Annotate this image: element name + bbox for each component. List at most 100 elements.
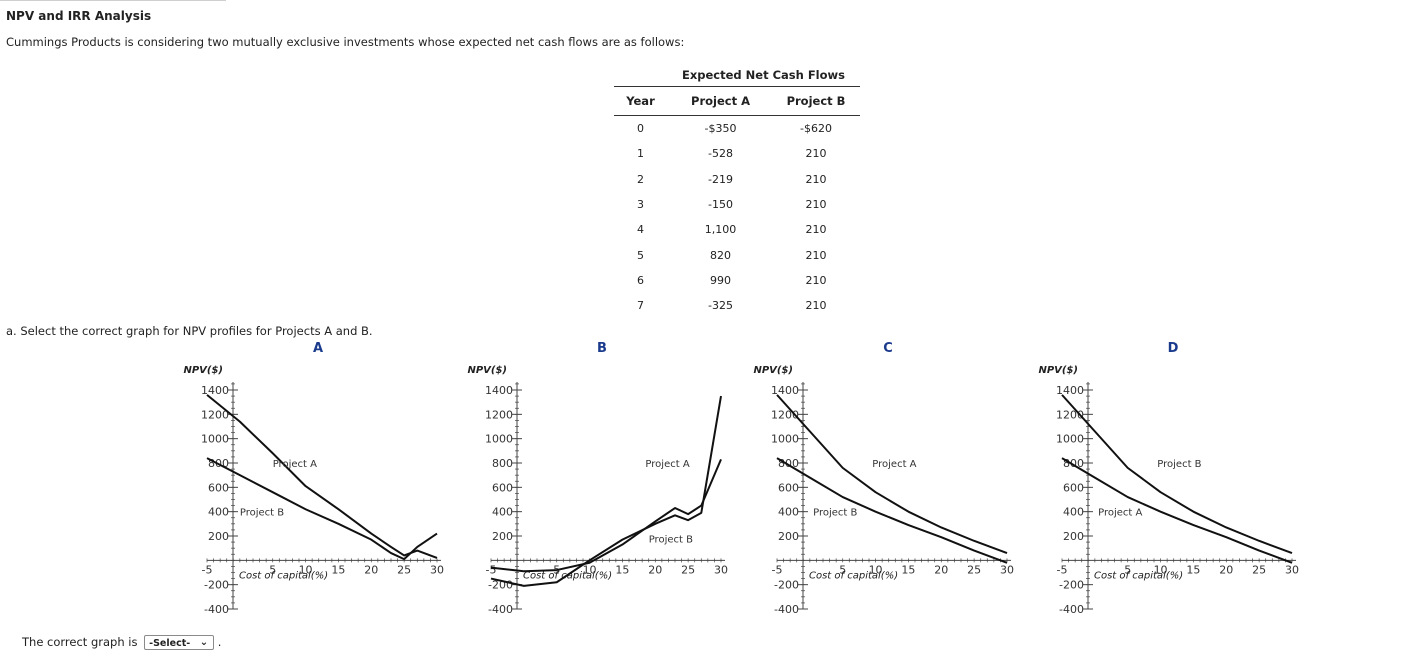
graph-letter: D [1168, 341, 1179, 356]
series-label: Project B [813, 508, 857, 519]
graph-letter: C [883, 341, 893, 356]
x-tick-label: 20 [934, 563, 948, 576]
x-tick-label: 25 [681, 563, 695, 576]
graph-d: DNPV($)140012001000800600400200-200-400-… [1038, 341, 1299, 616]
y-tick-label: 600 [778, 481, 799, 494]
x-tick-label: 10 [299, 563, 313, 576]
table-header-row: Year Project A Project B [614, 86, 860, 116]
table-title: Expected Net Cash Flows [667, 64, 860, 87]
y-tick-label: 400 [778, 506, 799, 519]
graph-a: ANPV($)140012001000800600400200-200-400-… [183, 341, 444, 616]
intro-text: Cummings Products is considering two mut… [6, 35, 685, 49]
table-row: 5 820 210 [614, 242, 860, 267]
table-row: 1 -528 210 [614, 141, 860, 166]
series-label: Project A [645, 459, 689, 470]
x-tick-label: 30 [714, 563, 728, 576]
x-tick-label: 30 [430, 563, 444, 576]
npv-curve-project-a [490, 458, 722, 573]
y-tick-label: 600 [492, 481, 513, 494]
chevron-down-icon: ⌄ [199, 637, 209, 648]
table-row: 2 -219 210 [614, 167, 860, 192]
series-label: Project B [649, 534, 693, 545]
cell-year: 1 [637, 147, 644, 161]
y-tick-label: 200 [778, 530, 799, 543]
answer-suffix: . [217, 635, 222, 649]
x-axis-label: Cost of capital(%) [809, 570, 898, 581]
y-tick-label: 600 [208, 481, 229, 494]
y-tick-label: 1200 [201, 408, 229, 421]
x-tick-label: 5 [1124, 563, 1131, 576]
npv-curve-project-a [776, 394, 1008, 554]
series-label: Project B [240, 508, 284, 519]
y-tick-label: 800 [778, 457, 799, 470]
x-tick-label: 20 [1219, 563, 1233, 576]
x-tick-label: 5 [269, 563, 276, 576]
x-tick-label: 10 [583, 563, 597, 576]
y-tick-label: 1000 [1056, 433, 1084, 446]
y-axis-label: NPV($) [467, 365, 507, 376]
x-tick-label: 20 [364, 563, 378, 576]
cell-project-b: 210 [805, 248, 827, 262]
x-tick-label: 30 [1000, 563, 1014, 576]
x-tick-label: 25 [397, 563, 411, 576]
question-a-text: a. Select the correct graph for NPV prof… [6, 324, 373, 338]
cell-project-a: -150 [708, 198, 733, 212]
x-tick-label: 5 [839, 563, 846, 576]
col-header-year: Year [614, 86, 667, 116]
graph-c: CNPV($)140012001000800600400200-200-400-… [753, 341, 1014, 616]
series-label: Project A [872, 459, 916, 470]
cell-project-a: 820 [710, 248, 731, 262]
table-row: 6 990 210 [614, 268, 860, 293]
table-row: 7 -325 210 [614, 293, 860, 318]
col-header-project-a: Project A [667, 86, 774, 116]
y-tick-label: 400 [492, 506, 513, 519]
npv-curve-project-b [490, 395, 722, 587]
cell-year: 3 [637, 198, 644, 212]
y-tick-label: 1200 [485, 408, 513, 421]
graph-letter: A [313, 341, 323, 356]
table-row: 0 -$350 -$620 [614, 116, 860, 142]
x-tick-label: 30 [1285, 563, 1299, 576]
x-tick-label: -5 [772, 563, 783, 576]
cell-year: 0 [637, 122, 644, 136]
cell-project-b: -$620 [800, 122, 832, 136]
series-label: Project A [273, 459, 317, 470]
x-tick-label: -5 [1057, 563, 1068, 576]
y-tick-label: 200 [1063, 530, 1084, 543]
table-title-row: Expected Net Cash Flows [614, 64, 860, 87]
graph-select-dropdown[interactable]: -Select- ⌄ [144, 635, 215, 650]
cell-year: 7 [637, 299, 644, 313]
y-tick-label: 1400 [201, 384, 229, 397]
x-tick-label: -5 [486, 563, 497, 576]
y-tick-label: -200 [1059, 579, 1084, 592]
y-tick-label: 1400 [771, 384, 799, 397]
y-tick-label: 1000 [201, 433, 229, 446]
y-tick-label: 600 [1063, 481, 1084, 494]
y-tick-label: 1400 [1056, 384, 1084, 397]
graph-select-value: -Select- [149, 638, 191, 649]
cell-project-a: 990 [710, 273, 731, 287]
cell-year: 4 [637, 223, 644, 237]
y-tick-label: -400 [1059, 603, 1084, 616]
y-axis-label: NPV($) [183, 365, 223, 376]
x-axis-label: Cost of capital(%) [1094, 570, 1183, 581]
y-tick-label: 1000 [485, 433, 513, 446]
section-title: NPV and IRR Analysis [6, 9, 152, 23]
x-tick-label: 25 [1252, 563, 1266, 576]
cell-project-b: 210 [805, 198, 827, 212]
table-title-spacer [614, 64, 667, 87]
y-axis-label: NPV($) [753, 365, 793, 376]
col-header-project-b: Project B [774, 86, 860, 116]
y-tick-label: -200 [774, 579, 799, 592]
cell-project-b: 210 [805, 172, 827, 186]
x-tick-label: 15 [615, 563, 629, 576]
graph-letter: B [597, 341, 607, 356]
table-row: 4 1,100 210 [614, 217, 860, 242]
y-tick-label: 200 [208, 530, 229, 543]
cell-project-a: -325 [708, 299, 733, 313]
cell-project-a: -$350 [704, 122, 737, 136]
x-tick-label: 15 [331, 563, 345, 576]
y-tick-label: -400 [488, 603, 513, 616]
cell-year: 2 [637, 172, 644, 186]
cell-project-a: -528 [708, 147, 733, 161]
